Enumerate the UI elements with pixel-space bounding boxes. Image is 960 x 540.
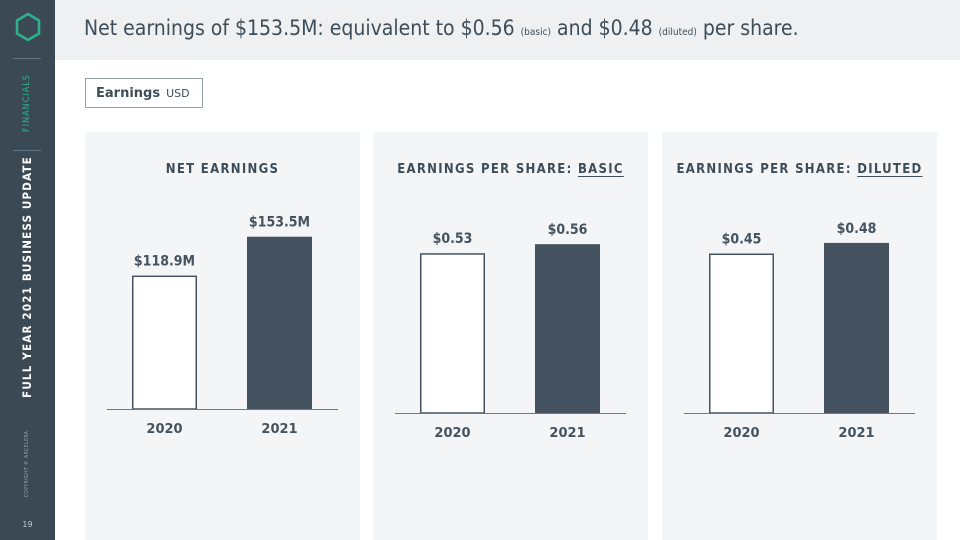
chart-title: EARNINGS PER SHARE: BASIC <box>373 162 648 177</box>
legend-label: Earnings <box>96 85 161 101</box>
header-bar: Net earnings of $153.5M: equivalent to $… <box>55 0 960 60</box>
x-tick-label: 2021 <box>261 422 297 437</box>
section-label: FINANCIALS <box>22 74 32 132</box>
data-label: $0.53 <box>433 231 473 247</box>
chart-title-emphasis: DILUTED <box>857 162 923 177</box>
data-label: $0.48 <box>837 221 877 237</box>
data-label: $0.45 <box>722 232 762 248</box>
copyright-text: COPYRIGHT © ARCELERA <box>24 430 30 498</box>
bar-2021 <box>247 236 312 409</box>
chart-eps-diluted: $0.45 2020 $0.48 2021 <box>684 221 915 441</box>
chart-title-emphasis: BASIC <box>577 162 624 177</box>
bar-2020 <box>709 253 774 414</box>
data-label: $118.9M <box>134 254 195 270</box>
bar-2020 <box>132 275 197 410</box>
headline-text: and $0.48 <box>557 16 653 40</box>
chart-net-earnings: $118.9M 2020 $153.5M 2021 <box>107 215 338 437</box>
sidebar-divider <box>13 58 41 59</box>
chart-title-text: NET EARNINGS <box>165 162 280 177</box>
chart-title: NET EARNINGS <box>85 162 360 177</box>
legend-unit: USD <box>166 86 190 100</box>
bar-2021 <box>535 244 600 413</box>
x-tick-label: 2021 <box>549 426 585 441</box>
page-title: Net earnings of $153.5M: equivalent to $… <box>84 16 799 40</box>
chart-title-text: EARNINGS PER SHARE: <box>397 162 578 177</box>
bar-2021 <box>824 242 889 413</box>
legend-box: Earnings USD <box>85 78 203 108</box>
data-label: $153.5M <box>249 215 310 231</box>
x-tick-label: 2020 <box>434 426 470 441</box>
diluted-note: (diluted) <box>658 27 697 38</box>
x-tick-label: 2020 <box>723 426 759 441</box>
x-tick-label: 2020 <box>146 422 182 437</box>
chart-panel-eps-basic: EARNINGS PER SHARE: BASIC $0.53 2020 $0.56… <box>373 132 648 540</box>
chart-panel-net-earnings: NET EARNINGS $118.9M 2020 $153.5M 2021 <box>85 132 360 540</box>
chart-eps-basic: $0.53 2020 $0.56 2021 <box>395 222 626 441</box>
hexagon-logo-icon <box>15 12 41 42</box>
chart-title-text: EARNINGS PER SHARE: <box>676 162 858 177</box>
page-number: 19 <box>22 520 33 529</box>
chart-title: EARNINGS PER SHARE: DILUTED <box>662 162 937 177</box>
sidebar-divider <box>13 150 41 151</box>
sidebar: FINANCIALS FULL YEAR 2021 BUSINESS UPDAT… <box>0 0 55 540</box>
headline-text: Net earnings of $153.5M: equivalent to $… <box>84 16 515 40</box>
headline-text: per share. <box>702 16 799 40</box>
data-label: $0.56 <box>548 222 588 238</box>
deck-title: FULL YEAR 2021 BUSINESS UPDATE <box>20 156 34 398</box>
x-tick-label: 2021 <box>838 426 874 441</box>
chart-panel-eps-diluted: EARNINGS PER SHARE: DILUTED $0.45 2020 $0.… <box>662 132 937 540</box>
basic-note: (basic) <box>520 27 552 38</box>
bar-2020 <box>420 253 485 414</box>
